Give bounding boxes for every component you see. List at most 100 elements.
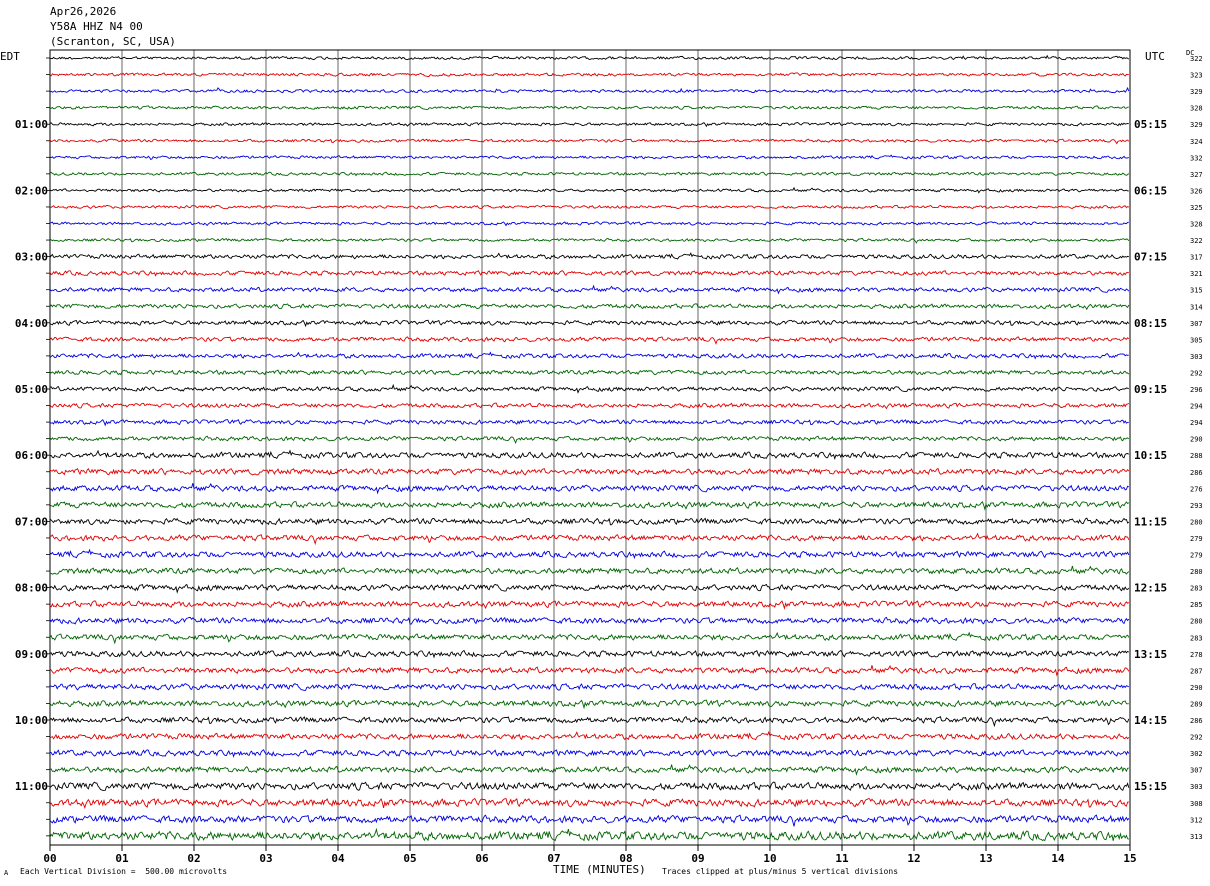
seismic-trace	[49, 171, 1130, 177]
seismic-trace	[49, 467, 1130, 476]
seismic-trace	[49, 72, 1129, 78]
right-hour-label: 12:15	[1134, 582, 1167, 595]
x-tick-label: 08	[619, 852, 632, 865]
right-hour-label: 08:15	[1134, 317, 1167, 330]
seismic-trace	[49, 186, 1129, 194]
dc-offset-value: 323	[1190, 72, 1203, 80]
seismic-trace	[49, 221, 1129, 227]
seismic-trace	[49, 664, 1130, 677]
right-hour-label: 14:15	[1134, 714, 1167, 727]
dc-offset-value: 303	[1190, 353, 1203, 361]
dc-offset-value: 329	[1190, 88, 1203, 96]
left-hour-label: 11:00	[15, 780, 48, 793]
dc-offset-value: 286	[1190, 717, 1203, 725]
dc-offset-value: 307	[1190, 767, 1203, 775]
right-hour-label: 09:15	[1134, 383, 1167, 396]
dc-offset-value: 280	[1190, 568, 1203, 576]
dc-offset-value: 317	[1190, 254, 1203, 262]
seismic-trace	[49, 730, 1130, 741]
seismic-trace	[49, 319, 1130, 328]
dc-offset-value: 279	[1190, 552, 1203, 560]
plot-frame	[49, 49, 1131, 846]
dc-offset-value: 286	[1190, 469, 1203, 477]
dc-offset-value: 278	[1190, 651, 1203, 659]
dc-offset-value: 285	[1190, 601, 1203, 609]
seismic-trace	[49, 716, 1130, 728]
left-hour-label: 10:00	[15, 714, 48, 727]
dc-offset-value: 296	[1190, 386, 1203, 394]
x-tick-label: 09	[691, 852, 704, 865]
header-station: Y58A HHZ N4 00	[50, 20, 143, 33]
x-tick-label: 05	[403, 852, 416, 865]
left-timezone-label: EDT	[0, 50, 20, 63]
seismic-trace	[50, 54, 1130, 61]
dc-offset-value: 290	[1190, 436, 1203, 444]
header-location: (Scranton, SC, USA)	[50, 35, 176, 48]
left-hour-label: 01:00	[15, 118, 48, 131]
dc-offset-value: 283	[1190, 634, 1203, 642]
dc-offset-value: 280	[1190, 618, 1203, 626]
x-tick-label: 04	[331, 852, 345, 865]
dc-offset-value: 303	[1190, 783, 1203, 791]
x-tick-label: 00	[43, 852, 56, 865]
seismic-trace	[49, 517, 1130, 526]
dc-offset-value: 287	[1190, 667, 1203, 675]
seismic-trace	[49, 336, 1130, 345]
seismic-trace	[49, 683, 1130, 691]
dc-offset-value: 322	[1190, 237, 1203, 245]
left-hour-label: 09:00	[15, 648, 48, 661]
seismic-trace	[49, 482, 1130, 495]
dc-offset-value: 302	[1190, 750, 1203, 758]
dc-offset-value: 322	[1190, 55, 1203, 63]
dc-offset-value: 329	[1190, 121, 1203, 129]
seismic-trace	[49, 631, 1130, 645]
right-hour-label: 13:15	[1134, 648, 1167, 661]
left-hour-label: 03:00	[15, 251, 48, 264]
x-tick-label: 13	[979, 852, 992, 865]
left-hour-label: 04:00	[15, 317, 48, 330]
seismic-trace	[49, 204, 1130, 210]
x-tick-label: 11	[835, 852, 849, 865]
seismic-trace	[49, 105, 1129, 110]
dc-offset-value: 328	[1190, 105, 1203, 113]
left-hour-label: 02:00	[15, 184, 48, 197]
seismic-trace	[49, 532, 1130, 546]
dc-offset-value: 328	[1190, 221, 1203, 229]
seismic-trace	[49, 351, 1129, 360]
clip-note: Traces clipped at plus/minus 5 vertical …	[662, 867, 899, 876]
right-hour-label: 10:15	[1134, 449, 1167, 462]
seismic-trace	[49, 86, 1130, 94]
seismic-trace	[49, 402, 1130, 410]
seismic-trace	[49, 600, 1130, 611]
seismic-trace	[49, 369, 1130, 376]
seismic-trace	[49, 565, 1130, 575]
label-group: 00 01 02 03 04 05 06 07 08 09 10 11 12 13 14 15 322 323 32…	[15, 55, 1203, 865]
dc-offset-value: 308	[1190, 800, 1203, 808]
x-tick-label: 06	[475, 852, 489, 865]
dc-offset-value: 294	[1190, 419, 1203, 427]
seismic-trace	[49, 270, 1129, 277]
dc-offset-value: 293	[1190, 502, 1203, 510]
seismic-trace	[49, 583, 1130, 594]
scale-note: Each Vertical Division = 500.00 microvol…	[20, 867, 228, 876]
header-date: Apr26,2026	[50, 5, 117, 18]
seismic-trace	[49, 303, 1130, 311]
x-tick-label: 15	[1123, 852, 1136, 865]
right-hour-label: 06:15	[1134, 184, 1167, 197]
dc-offset-value: 313	[1190, 833, 1203, 841]
seismic-trace	[49, 449, 1130, 460]
seismic-trace	[49, 419, 1129, 427]
x-tick-label: 02	[187, 852, 200, 865]
dc-offset-value: 314	[1190, 303, 1203, 311]
seismic-trace	[49, 435, 1130, 445]
seismic-trace	[49, 699, 1129, 710]
dc-offset-value: 312	[1190, 816, 1203, 824]
seismic-trace	[49, 781, 1130, 792]
x-tick-label: 10	[763, 852, 776, 865]
dc-offset-value: 292	[1190, 369, 1203, 377]
dc-offset-value: 283	[1190, 585, 1203, 593]
right-hour-label: 11:15	[1134, 515, 1167, 528]
left-hour-label: 07:00	[15, 515, 48, 528]
dc-offset-value: 307	[1190, 320, 1203, 328]
